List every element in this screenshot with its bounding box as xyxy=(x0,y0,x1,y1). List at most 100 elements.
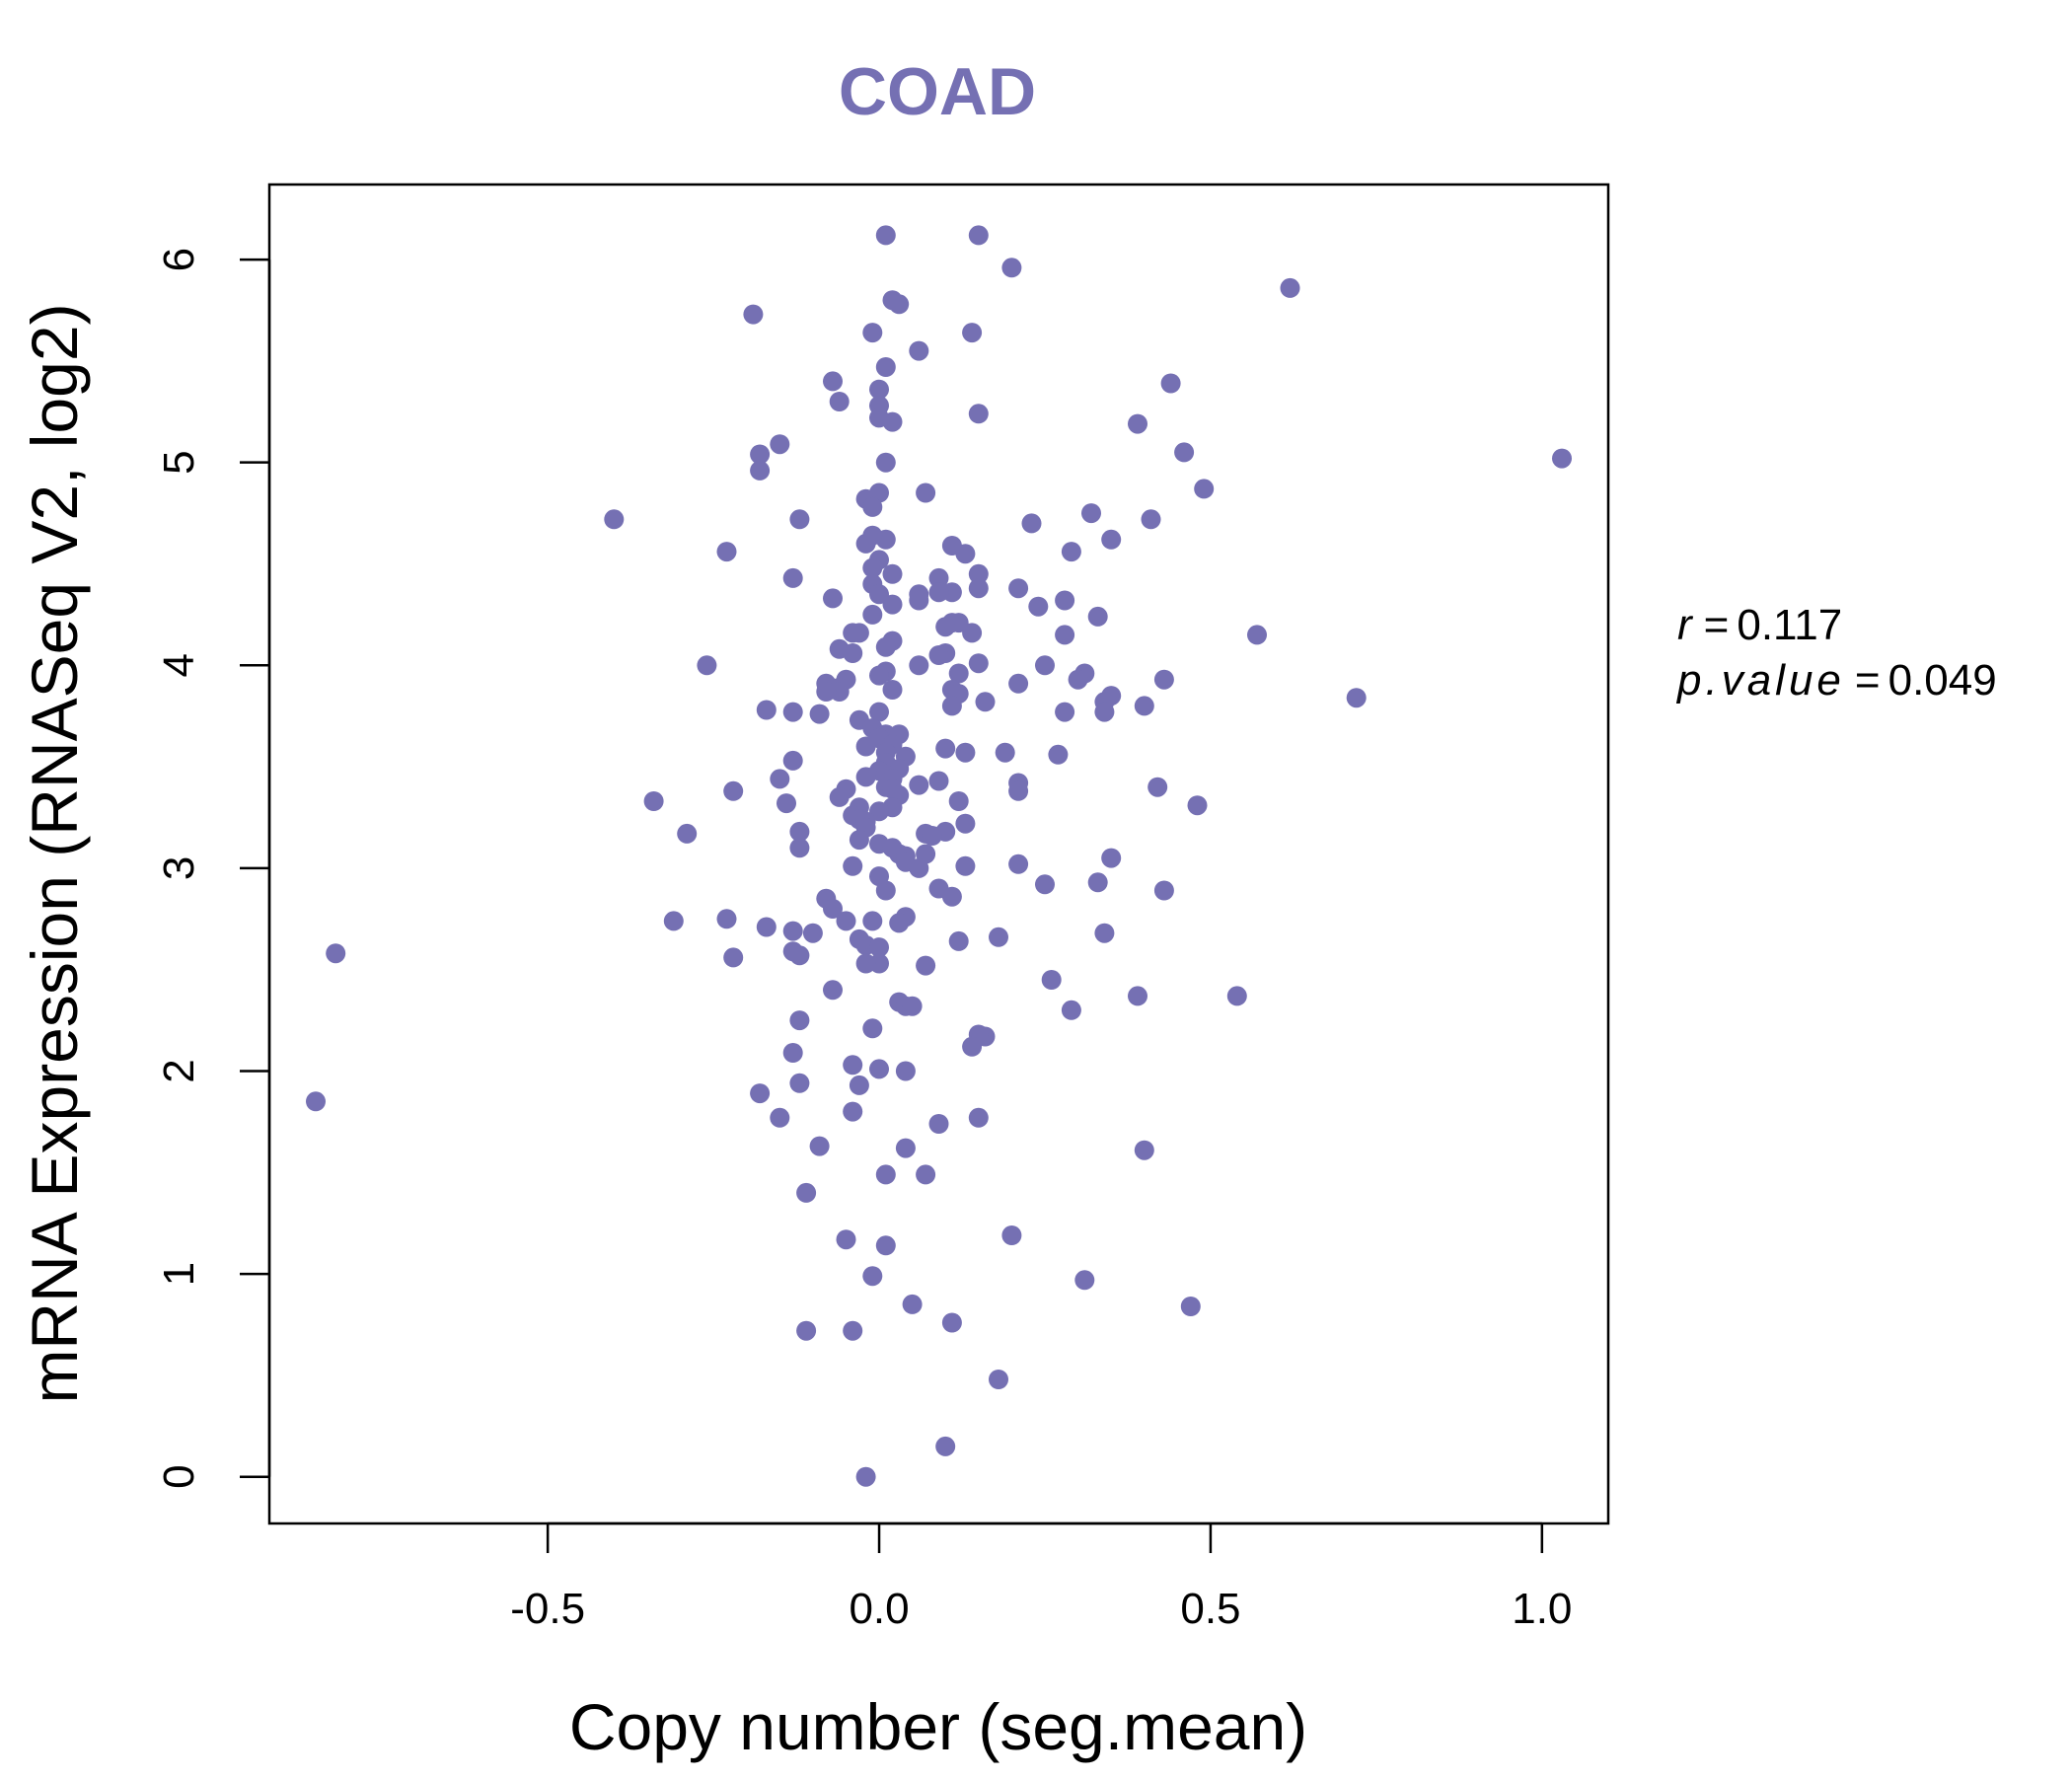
data-point xyxy=(849,623,869,643)
data-point xyxy=(968,225,989,246)
data-point xyxy=(843,643,863,663)
data-point xyxy=(1068,669,1088,690)
data-point xyxy=(968,653,989,674)
data-point xyxy=(989,1370,1008,1389)
data-point xyxy=(948,930,969,951)
data-point xyxy=(1041,970,1062,990)
data-point xyxy=(789,945,810,966)
data-point xyxy=(750,1083,771,1104)
data-point xyxy=(855,953,876,974)
data-point xyxy=(869,1059,889,1079)
data-point xyxy=(1001,258,1022,278)
data-point xyxy=(855,736,876,757)
data-point xyxy=(1226,986,1247,1006)
r-stat: r = 0.117 xyxy=(1677,601,1842,649)
data-point xyxy=(1048,744,1069,765)
data-point xyxy=(1134,696,1154,716)
data-point xyxy=(604,509,625,530)
x-tick-label: 1.0 xyxy=(1512,1585,1572,1633)
x-tick-label: -0.5 xyxy=(510,1585,585,1633)
data-point xyxy=(789,838,810,858)
data-point xyxy=(875,1235,896,1256)
x-axis: -0.5 0.0 0.5 1.0 xyxy=(510,1521,1572,1633)
p-value-value: 0.049 xyxy=(1888,656,1997,705)
data-point xyxy=(1055,625,1075,645)
data-point xyxy=(962,623,983,643)
data-point xyxy=(1153,880,1174,901)
data-point xyxy=(836,1229,856,1250)
data-point xyxy=(816,682,837,702)
data-point xyxy=(750,460,771,481)
data-point xyxy=(750,444,771,465)
data-point xyxy=(869,584,889,605)
data-point xyxy=(777,793,796,814)
data-point xyxy=(1061,542,1081,562)
y-tick-label: 4 xyxy=(155,653,203,677)
data-point xyxy=(1001,1225,1022,1245)
data-point xyxy=(782,702,803,722)
data-point xyxy=(1101,848,1122,868)
y-tick-label: 3 xyxy=(155,856,203,880)
data-point xyxy=(1174,442,1195,463)
data-point xyxy=(849,1075,869,1095)
data-point xyxy=(955,544,976,564)
data-point xyxy=(875,452,896,473)
data-point xyxy=(955,742,976,763)
data-point xyxy=(802,923,823,943)
data-point xyxy=(849,830,869,851)
data-point xyxy=(855,1466,876,1487)
data-point xyxy=(809,704,830,724)
data-point xyxy=(855,533,876,554)
data-point xyxy=(975,692,996,712)
data-point xyxy=(756,700,777,720)
data-point xyxy=(1134,1140,1154,1160)
data-point xyxy=(1087,606,1108,627)
data-point xyxy=(882,680,903,700)
data-point xyxy=(843,1101,863,1122)
data-point xyxy=(875,225,896,246)
r-stat-value: 0.117 xyxy=(1737,601,1842,649)
data-point xyxy=(1061,1000,1081,1020)
data-point xyxy=(922,826,942,846)
data-point xyxy=(1008,853,1029,874)
data-point xyxy=(968,1107,989,1128)
data-point xyxy=(968,563,989,584)
data-point xyxy=(770,769,790,789)
data-point xyxy=(809,1136,830,1156)
data-point xyxy=(916,1164,936,1185)
data-point xyxy=(855,767,876,787)
data-point xyxy=(869,702,889,722)
data-point xyxy=(862,496,883,517)
data-point xyxy=(948,791,969,811)
x-tick-label: 0.0 xyxy=(849,1585,909,1633)
data-point xyxy=(843,1055,863,1076)
data-point xyxy=(789,509,810,530)
data-point xyxy=(843,855,863,876)
data-point xyxy=(909,857,929,878)
data-point xyxy=(1094,702,1115,722)
data-point xyxy=(823,899,843,919)
data-point xyxy=(882,411,903,432)
data-point xyxy=(1028,596,1049,617)
data-point xyxy=(1074,1270,1095,1291)
data-point xyxy=(895,1061,916,1081)
data-point xyxy=(1141,509,1161,530)
chart-title: COAD xyxy=(839,54,1036,129)
data-point xyxy=(869,937,889,958)
correlation-stats: r = 0.117 p.value = 0.049 xyxy=(1675,601,1997,705)
data-point xyxy=(862,323,883,343)
data-point xyxy=(1180,1297,1201,1316)
data-point xyxy=(948,663,969,684)
data-point xyxy=(1035,655,1055,676)
data-point xyxy=(1552,448,1572,469)
data-point xyxy=(962,1036,983,1057)
data-point xyxy=(928,645,949,665)
data-point xyxy=(743,304,764,325)
data-point xyxy=(909,340,929,361)
data-point xyxy=(935,1436,956,1456)
data-point xyxy=(782,921,803,941)
data-point xyxy=(889,294,910,315)
data-point xyxy=(663,911,684,931)
data-point xyxy=(955,813,976,834)
